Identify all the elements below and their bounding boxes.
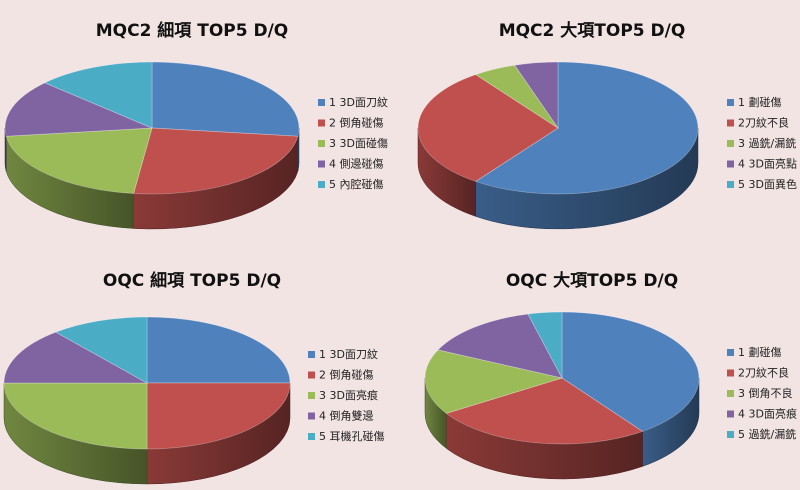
pie-slice-4 — [4, 82, 153, 137]
legend-label: 4 倒角雙邊 — [319, 409, 374, 423]
pie-slice-3 — [474, 64, 559, 129]
pie-side-walls — [424, 377, 700, 480]
legend-label: 4 側邊碰傷 — [329, 157, 384, 171]
legend-swatch — [318, 140, 325, 147]
pie-slice-3 — [424, 349, 564, 414]
pie-slice-4 — [437, 313, 563, 379]
pie-chart-3: OQC 細項 TOP5 D/Q 1 3D面刀紋 2 倒角碰傷 3 3D面亮痕 4 倒角雙… — [3, 270, 385, 485]
legend-label: 1 劃碰傷 — [738, 345, 782, 359]
legend-swatch — [727, 119, 734, 127]
pie-slice-1 — [561, 311, 700, 432]
legend-label: 4 3D面亮痕 — [738, 407, 797, 421]
pie-slice-5 — [55, 316, 148, 384]
legend-swatch — [727, 410, 734, 418]
legend-label: 2 倒角碰傷 — [329, 116, 384, 130]
pie-slice-1 — [146, 316, 291, 384]
chart-title: MQC2 大項TOP5 D/Q — [499, 20, 686, 41]
legend-label: 5 過銑/漏銑 — [738, 427, 796, 441]
legend-label: 4 3D面亮點 — [738, 157, 797, 171]
pie-chart-1: MQC2 細項 TOP5 D/Q 1 3D面刀紋 2 倒角碰傷 3 3D面碰傷 4 側邊… — [4, 20, 388, 230]
legend-swatch — [727, 140, 734, 147]
legend-swatch — [308, 371, 315, 379]
legend-swatch — [308, 392, 315, 399]
legend-swatch — [727, 369, 734, 377]
pie-slices — [3, 316, 291, 450]
legend-label: 1 劃碰傷 — [738, 95, 782, 109]
legend-label: 1 3D面刀紋 — [319, 347, 378, 361]
chart-legend: 1 3D面刀紋 2 倒角碰傷 3 3D面碰傷 4 側邊碰傷 5 內腔碰傷 — [318, 95, 388, 191]
legend-label: 5 耳機孔碰傷 — [319, 429, 385, 443]
legend-swatch — [308, 433, 315, 440]
pie-slice-2 — [146, 382, 291, 450]
pie-slice-3 — [5, 127, 153, 194]
legend-swatch — [727, 99, 734, 106]
legend-label: 5 內腔碰傷 — [329, 177, 384, 191]
legend-swatch — [318, 99, 325, 106]
pie-slice-5 — [527, 311, 563, 379]
pie-slice-1 — [474, 61, 699, 195]
chart-legend: 1 3D面刀紋 2 倒角碰傷 3 3D面亮痕 4 倒角雙邊 5 耳機孔碰傷 — [308, 347, 385, 443]
pie-chart-4: OQC 大項TOP5 D/Q 1 劃碰傷 2刀紋不良 3 倒角不良 4 3D面亮痕 5 過… — [424, 270, 797, 480]
pie-slice-5 — [43, 61, 153, 129]
legend-label: 3 倒角不良 — [738, 386, 793, 400]
pie-slices — [417, 61, 699, 195]
legend-label: 3 過銑/漏銑 — [738, 136, 796, 150]
chart-title: OQC 大項TOP5 D/Q — [506, 270, 678, 291]
legend-label: 1 3D面刀紋 — [329, 95, 388, 109]
legend-swatch — [308, 351, 315, 358]
legend-swatch — [727, 349, 734, 356]
legend-swatch — [727, 181, 734, 188]
legend-swatch — [318, 160, 325, 168]
pie-slices — [424, 311, 700, 445]
legend-label: 2刀紋不良 — [738, 116, 789, 130]
legend-label: 2刀紋不良 — [738, 366, 789, 380]
chart-title: MQC2 細項 TOP5 D/Q — [96, 20, 289, 41]
legend-swatch — [727, 390, 734, 397]
legend-swatch — [318, 181, 325, 188]
legend-label: 2 倒角碰傷 — [319, 368, 374, 382]
chart-title: OQC 細項 TOP5 D/Q — [103, 270, 281, 291]
legend-swatch — [308, 412, 315, 420]
legend-label: 5 3D面異色 — [738, 177, 797, 191]
pie-chart-2: MQC2 大項TOP5 D/Q 1 劃碰傷 2刀紋不良 3 過銑/漏銑 4 3D面亮點 5… — [417, 20, 797, 230]
pie-slice-2 — [417, 74, 559, 182]
legend-swatch — [318, 119, 325, 127]
legend-swatch — [727, 160, 734, 168]
pie-slice-1 — [151, 61, 300, 137]
chart-legend: 1 劃碰傷 2刀紋不良 3 過銑/漏銑 4 3D面亮點 5 3D面異色 — [727, 95, 797, 191]
pie-slice-2 — [133, 127, 299, 195]
legend-label: 3 3D面亮痕 — [319, 388, 378, 402]
pie-slice-2 — [445, 377, 644, 445]
pie-slice-4 — [514, 61, 559, 130]
pie-slice-3 — [3, 382, 148, 450]
pie-slice-4 — [3, 331, 149, 384]
legend-label: 3 3D面碰傷 — [329, 136, 388, 150]
legend-swatch — [727, 431, 734, 438]
pie-slices — [4, 61, 300, 195]
chart-legend: 1 劃碰傷 2刀紋不良 3 倒角不良 4 3D面亮痕 5 過銑/漏銑 — [727, 345, 797, 441]
